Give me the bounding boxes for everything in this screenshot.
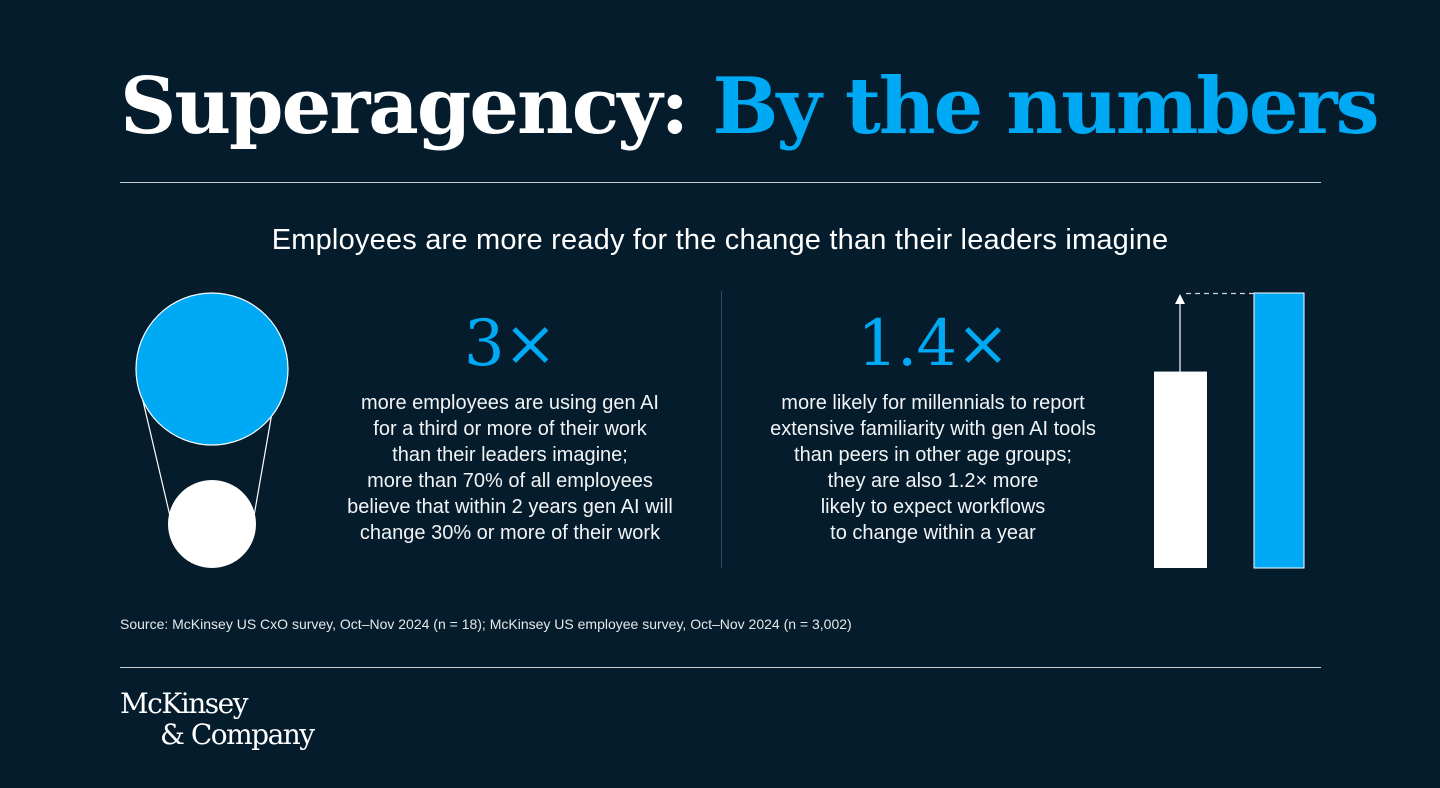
white-bar	[1154, 371, 1207, 568]
stat-description: more likely for millennials to report ex…	[720, 390, 1146, 546]
small-white-circle	[168, 480, 256, 568]
desc-line: more likely for millennials to report	[781, 392, 1085, 414]
desc-line: more than 70% of all employees	[367, 470, 653, 492]
source-note: Source: McKinsey US CxO survey, Oct–Nov …	[120, 616, 852, 632]
desc-line: likely to expect workflows	[820, 496, 1046, 518]
bars-illustration	[1154, 292, 1305, 569]
logo-line-2: & Company	[160, 718, 315, 751]
stat-value: 3×	[463, 307, 557, 381]
blue-bar	[1253, 292, 1305, 569]
bottom-divider	[120, 667, 1321, 668]
stat-value: 1.4×	[857, 307, 1009, 381]
subtitle: Employees are more ready for the change …	[271, 224, 1169, 256]
mckinsey-logo: McKinsey & Company	[120, 687, 315, 751]
desc-line: change 30% or more of their work	[359, 522, 661, 544]
desc-line: believe that within 2 years gen AI will	[347, 496, 673, 518]
stat-millennials: 1.4× more likely for millennials to repo…	[720, 312, 1146, 546]
title-main: Superagency:	[120, 61, 689, 152]
desc-line: extensive familiarity with gen AI tools	[770, 418, 1096, 440]
logo-line-1: McKinsey	[120, 687, 249, 720]
tangent-line-left	[138, 383, 171, 517]
large-blue-circle	[135, 292, 289, 446]
vertical-divider	[721, 291, 722, 568]
desc-line: to change within a year	[830, 522, 1036, 544]
desc-line: for a third or more of their work	[373, 418, 647, 440]
desc-line: they are also 1.2× more	[827, 470, 1039, 492]
desc-line: than peers in other age groups;	[794, 444, 1072, 466]
page-title: Superagency: By the numbers	[120, 61, 1380, 152]
growth-arrow-head	[1175, 294, 1185, 304]
desc-line: more employees are using gen AI	[361, 392, 659, 414]
stat-description: more employees are using gen AI for a th…	[300, 390, 720, 546]
desc-line: than their leaders imagine;	[392, 444, 628, 466]
title-accent: By the numbers	[712, 61, 1379, 152]
circles-illustration	[135, 292, 289, 568]
top-divider	[120, 182, 1321, 183]
stat-employees: 3× more employees are using gen AI for a…	[300, 312, 720, 546]
